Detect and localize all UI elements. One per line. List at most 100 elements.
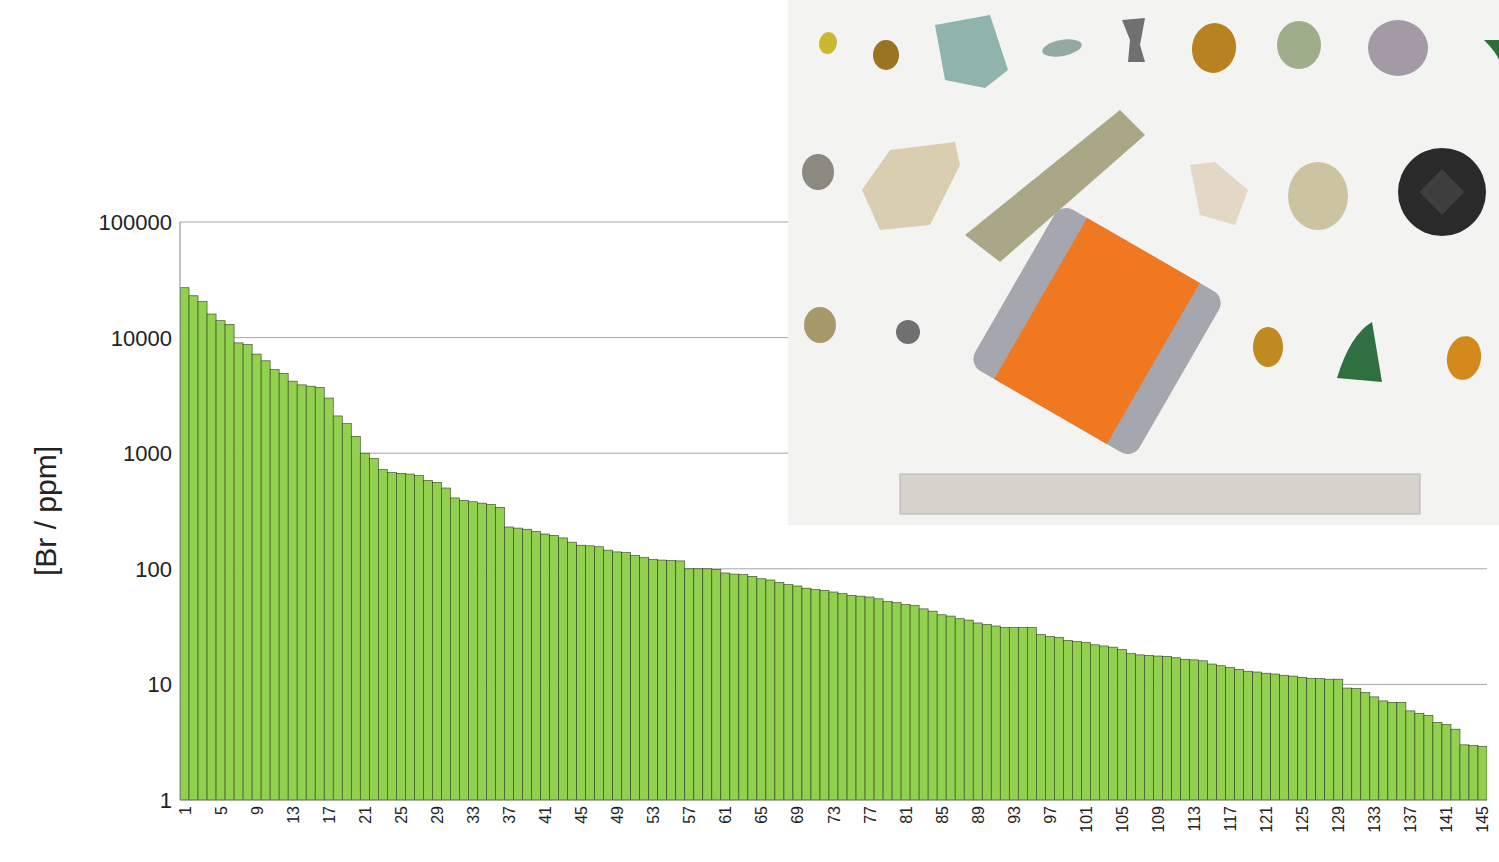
bar [1388,702,1397,800]
fragment [1190,162,1248,225]
bar [297,385,306,800]
x-tick-label: 45 [573,806,590,824]
bar [405,474,414,800]
bar [901,605,910,800]
x-tick-label: 37 [501,806,518,824]
bar [739,575,748,800]
bar [640,558,649,800]
bar [721,573,730,800]
fragment [935,15,1008,88]
bar [595,547,604,800]
fragment [1122,18,1145,62]
bar [1379,701,1388,800]
bar [658,560,667,800]
bar [477,503,486,800]
x-tick-label: 25 [393,806,410,824]
bar [559,538,568,800]
fragment [1337,322,1382,382]
bar [955,619,964,800]
bar [1009,628,1018,800]
bar [991,626,1000,800]
bar [829,592,838,800]
bar [1135,655,1144,800]
y-tick-label: 100 [135,557,172,582]
bar [1316,679,1325,800]
bar [1172,658,1181,800]
x-tick-label: 141 [1438,806,1455,833]
bar [946,616,955,800]
bar [1280,675,1289,800]
bar [1163,656,1172,800]
x-tick-label: 85 [934,806,951,824]
bar [1153,656,1162,800]
bar [514,528,523,800]
bar [667,560,676,800]
bar [369,458,378,800]
bar [486,504,495,800]
bar [360,453,369,800]
bar [1226,668,1235,800]
bar [225,324,234,800]
bar [1397,702,1406,800]
bar [919,609,928,800]
x-tick-label: 13 [285,806,302,824]
bar [1478,747,1487,800]
bar [1334,679,1343,800]
x-tick-label: 1 [177,806,194,815]
bar [1406,711,1415,800]
bar [351,436,360,800]
x-tick-label: 105 [1114,806,1131,833]
bar [982,624,991,800]
fragment [862,142,960,230]
bar [459,500,468,800]
bar [577,545,586,800]
bar [1289,676,1298,800]
bar [532,532,541,800]
bar [423,481,432,800]
bar [315,388,324,800]
bar [820,590,829,800]
x-tick-label: 69 [789,806,806,824]
bar [189,296,198,800]
bar [279,373,288,800]
fragment [1398,148,1486,236]
bar [243,345,252,800]
bar [541,534,550,800]
x-tick-label: 77 [862,806,879,824]
bar [1235,669,1244,800]
bar [631,556,640,800]
bar [1181,659,1190,800]
bar [1144,655,1153,800]
x-tick-label: 145 [1474,806,1491,833]
bar [523,529,532,800]
bar [1415,714,1424,800]
photo-background [788,0,1499,525]
x-tick-label: 109 [1150,806,1167,833]
x-tick-label: 33 [465,806,482,824]
x-tick-label: 49 [609,806,626,824]
bar [450,498,459,800]
bar [1424,715,1433,800]
bar [550,535,559,800]
x-tick-label: 121 [1258,806,1275,833]
bar [1126,654,1135,800]
fragment [817,31,839,56]
bar [333,416,342,800]
x-tick-label: 5 [213,806,230,815]
bar [324,398,333,800]
bar [712,569,721,800]
x-tick-label: 53 [645,806,662,824]
y-tick-label: 10 [148,672,172,697]
bar [883,602,892,800]
bar [306,386,315,800]
bar [964,620,973,800]
bar [414,476,423,800]
bar [1054,637,1063,800]
bar [1045,636,1054,800]
chart: 1101001000100001000001591317212529333741… [0,0,1499,862]
ruler [900,474,1420,514]
y-axis [180,222,181,800]
x-tick-label: 125 [1294,806,1311,833]
bar [234,343,243,800]
fragment [1188,20,1240,77]
